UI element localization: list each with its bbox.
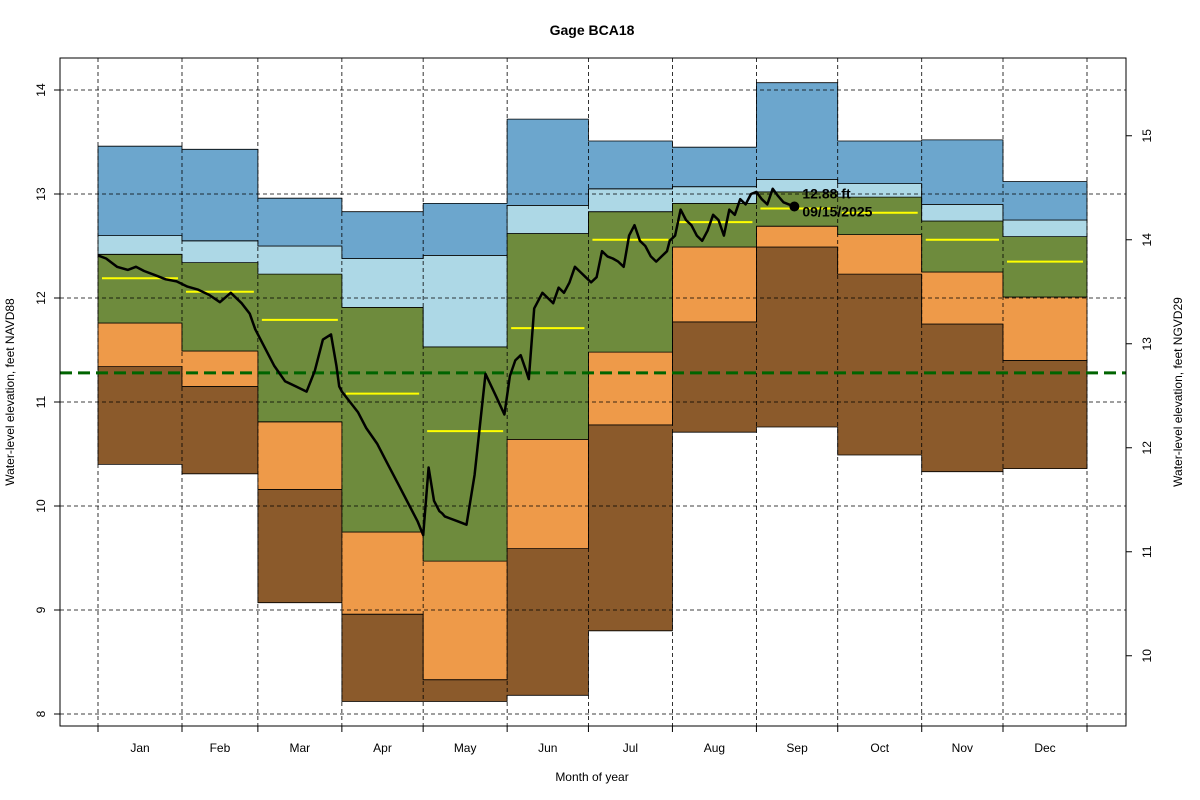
x-tick-label: Jan <box>130 741 149 755</box>
y-tick-label-right: 15 <box>1140 129 1154 143</box>
x-tick-label: Jul <box>623 741 638 755</box>
y-tick-label-right: 14 <box>1140 233 1154 247</box>
y-tick-label-right: 13 <box>1140 337 1154 351</box>
y-tick-label-left: 12 <box>34 291 48 305</box>
x-tick-label: Apr <box>373 741 392 755</box>
series-group <box>97 187 795 537</box>
plot-frame <box>59 57 1127 727</box>
x-tick-label: May <box>454 741 477 755</box>
y-tick-label-right: 12 <box>1140 441 1154 455</box>
x-tick-label: Nov <box>952 741 973 755</box>
x-tick-label: Oct <box>870 741 889 755</box>
y-tick-label-right: 10 <box>1140 649 1154 663</box>
axes-group: 8 9 10 11 12 13 14 10 11 12 13 14 15 Jan Feb Mar Apr May J… <box>34 83 1154 755</box>
y-axis-title-left: Water-level elevation, feet NAVD88 <box>3 298 17 486</box>
grid-lines <box>60 58 1126 726</box>
x-tick-label: Feb <box>210 741 231 755</box>
x-tick-label: Mar <box>290 741 311 755</box>
y-tick-label-left: 8 <box>34 710 48 717</box>
y-tick-label-left: 14 <box>34 83 48 97</box>
x-tick-label: Aug <box>704 741 725 755</box>
y-tick-label-left: 11 <box>34 395 48 408</box>
x-axis-title: Month of year <box>555 770 628 784</box>
x-tick-label: Dec <box>1034 741 1055 755</box>
x-tick-label: Sep <box>786 741 808 755</box>
y-tick-label-left: 10 <box>34 499 48 513</box>
current-value-point <box>789 201 800 212</box>
current-date-label: 09/15/2025 <box>802 203 872 219</box>
chart-title: Gage BCA18 <box>550 22 635 38</box>
x-tick-label: Jun <box>538 741 557 755</box>
current-point-group: 12.88 ft 09/15/2025 <box>789 185 873 219</box>
y-tick-label-right: 11 <box>1140 545 1154 558</box>
water-level-series-line <box>97 187 795 537</box>
y-tick-label-left: 13 <box>34 187 48 201</box>
percentile-bands <box>97 82 1088 702</box>
current-value-label: 12.88 ft <box>802 185 851 201</box>
y-axis-title-right: Water-level elevation, feet NGVD29 <box>1171 297 1185 487</box>
y-tick-label-left: 9 <box>34 606 48 613</box>
